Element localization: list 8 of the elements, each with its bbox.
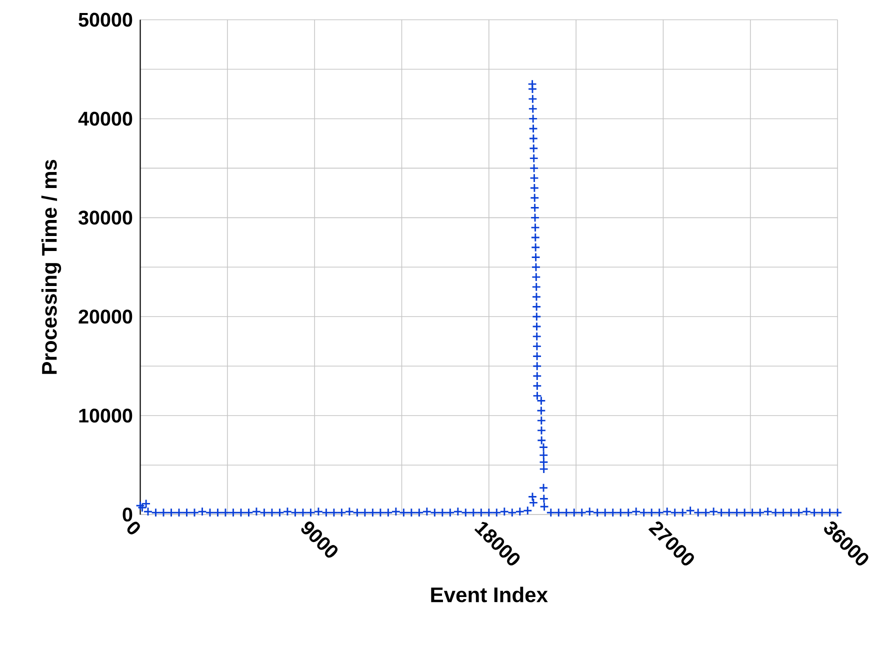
y-axis-title: Processing Time / ms: [41, 160, 62, 374]
y-tick-label: 40000: [78, 112, 132, 126]
y-tick-label: 0: [122, 508, 132, 522]
y-tick-label: 50000: [78, 12, 132, 27]
y-tick-label: 10000: [79, 408, 132, 423]
y-tick-label: 20000: [78, 310, 132, 324]
y-tick-label: 30000: [78, 210, 132, 225]
x-axis-title: Event Index: [431, 586, 548, 602]
